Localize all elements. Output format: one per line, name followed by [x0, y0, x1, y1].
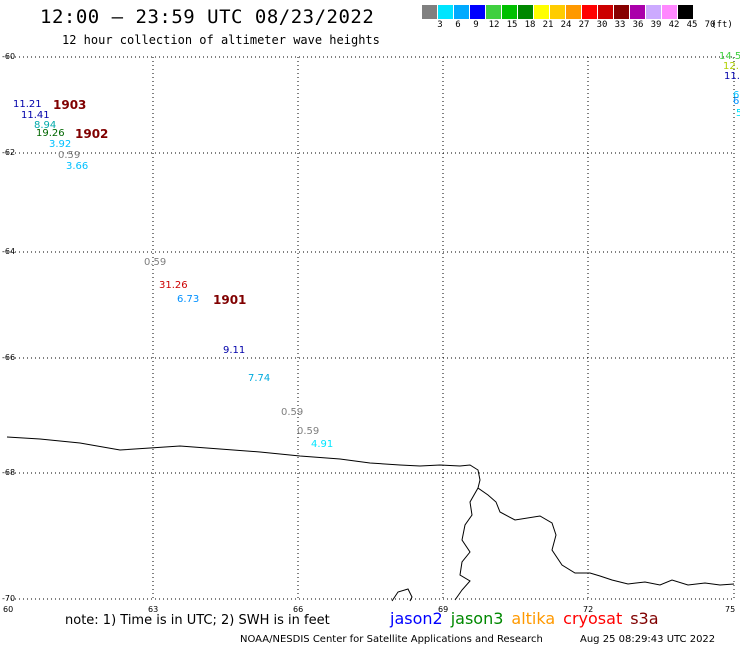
scale-swatch: [630, 5, 646, 19]
wave-height-label: 14.5: [719, 51, 740, 62]
map-subtitle: 12 hour collection of altimeter wave hei…: [62, 33, 380, 47]
scale-swatch: [438, 5, 454, 19]
wave-height-label: 6.73: [177, 294, 200, 305]
lon-label: 69: [438, 605, 449, 614]
lat-label: -64: [2, 247, 16, 256]
lon-label: 63: [148, 605, 159, 614]
scale-swatch: [582, 5, 598, 19]
wave-height-label: 31.26: [159, 280, 188, 291]
scale-swatch: [614, 5, 630, 19]
footer-timestamp: Aug 25 08:29:43 UTC 2022: [580, 634, 716, 645]
wave-height-label: 12.: [723, 61, 739, 72]
scale-label: 15: [506, 20, 518, 30]
cycle-label: 1902: [75, 127, 109, 141]
wave-height-label: 3.92: [49, 139, 72, 150]
wave-height-label: 11.21: [13, 99, 42, 110]
scale-label: 9: [473, 20, 479, 30]
wave-height-label: 3.66: [66, 161, 89, 172]
scale-swatch: [422, 5, 438, 19]
scale-label: 12: [488, 20, 500, 30]
scale-label: 24: [560, 20, 572, 30]
coastline-bottom: [391, 588, 413, 602]
coastline: [6, 436, 735, 586]
lat-label: -60: [2, 52, 16, 61]
wave-height-label: 0.59: [281, 407, 304, 418]
note-text: note: 1) Time is in UTC; 2) SWH is in fe…: [65, 613, 330, 628]
scale-label: 21: [542, 20, 554, 30]
lon-label: 60: [3, 605, 14, 614]
map-title: 12:00 — 23:59 UTC 08/23/2022: [40, 6, 375, 28]
scale-swatch: [454, 5, 470, 19]
scale-swatch: [486, 5, 502, 19]
scale-swatch: [534, 5, 550, 19]
wave-height-label: 0.59: [58, 150, 81, 161]
scale-label: 6: [455, 20, 461, 30]
scale-label: 39: [650, 20, 662, 30]
lat-label: -70: [2, 594, 16, 603]
legend-item-jason3: jason3: [450, 609, 504, 628]
wave-height-label: 9.11: [223, 345, 246, 356]
scale-swatch: [598, 5, 614, 19]
wave-height-label: 6: [733, 96, 740, 107]
coastline-inlet: [454, 487, 479, 601]
scale-swatch: [662, 5, 678, 19]
scale-label: 30: [596, 20, 608, 30]
wave-height-label: 19.26: [36, 128, 65, 139]
legend-item-cryosat: cryosat: [563, 609, 623, 628]
scale-label: 42: [668, 20, 680, 30]
lon-label: 72: [583, 605, 594, 614]
wave-height-label: 7.74: [248, 373, 271, 384]
scale-label: 70: [704, 20, 716, 30]
cycle-label: 1901: [213, 293, 247, 307]
wave-height-label: 11.: [724, 71, 740, 82]
legend-item-jason2: jason2: [390, 609, 443, 628]
scale-label: 45: [686, 20, 698, 30]
scale-swatch: [518, 5, 534, 19]
grid: [7, 56, 735, 601]
wave-height-label: 11.41: [21, 110, 50, 121]
lat-label: -68: [2, 468, 16, 477]
scale-swatch: [470, 5, 486, 19]
wave-height-label: 0.59: [297, 426, 320, 437]
wave-height-label: 4.91: [311, 439, 334, 450]
wave-height-label: 6: [733, 90, 740, 101]
lat-label: -62: [2, 148, 16, 157]
wave-height-label: 0.59: [144, 257, 167, 268]
wave-height-label: 8.94: [34, 120, 57, 131]
scale-label: 18: [524, 20, 536, 30]
color-scale-bar: [422, 5, 694, 19]
lat-label: -66: [2, 353, 16, 362]
legend-item-altika: altika: [511, 609, 556, 628]
scale-label: 27: [578, 20, 590, 30]
legend-item-s3a: s3a: [630, 609, 659, 628]
satellite-legend: jason2 jason3 altika cryosat s3a: [390, 609, 667, 628]
scale-label: (ft): [711, 20, 733, 30]
lon-label: 66: [293, 605, 304, 614]
scale-swatch: [502, 5, 518, 19]
wave-height-label: 5: [736, 108, 740, 119]
plot-frame: [6, 56, 736, 602]
scale-label: 3: [437, 20, 443, 30]
scale-swatch: [646, 5, 662, 19]
cycle-label: 1903: [53, 98, 87, 112]
scale-label: 33: [614, 20, 626, 30]
footer-credit: NOAA/NESDIS Center for Satellite Applica…: [240, 634, 543, 645]
scale-label: 36: [632, 20, 644, 30]
scale-swatch: [566, 5, 582, 19]
scale-swatch: [678, 5, 694, 19]
lon-label: 75: [725, 605, 736, 614]
scale-swatch: [550, 5, 566, 19]
